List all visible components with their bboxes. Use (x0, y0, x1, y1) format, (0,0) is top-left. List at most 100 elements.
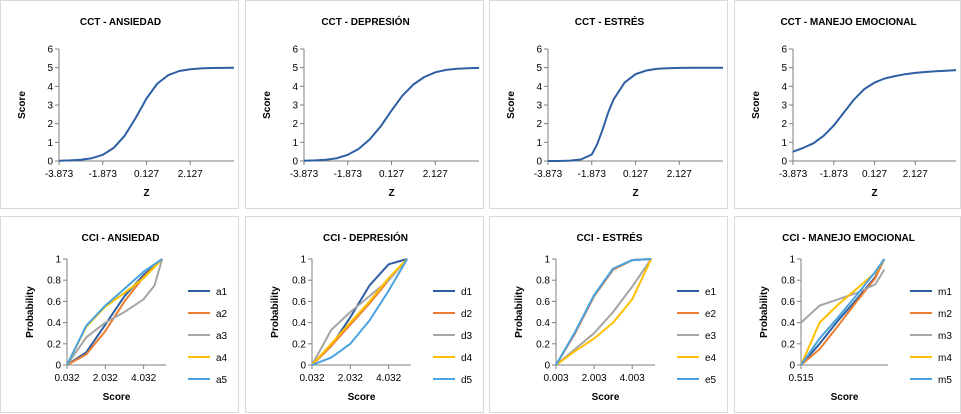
y-axis-label: Probability (514, 286, 525, 338)
x-tick-label: 4.032 (131, 373, 156, 384)
y-tick-label: 1 (47, 138, 53, 149)
legend-label: e1 (705, 287, 717, 298)
chart-panel: CCT - ANSIEDAD 0 1 2 3 4 5 6 -3.873 -1.873 0.127 2.… (0, 0, 239, 209)
series-line (555, 258, 652, 366)
legend-label: m4 (938, 353, 952, 364)
y-tick-label: 0 (544, 361, 550, 372)
y-tick-label: 6 (47, 45, 53, 56)
x-axis-label: Z (388, 188, 394, 199)
x-tick-label: -3.873 (45, 169, 74, 180)
series-line (66, 258, 163, 366)
legend-label: e5 (705, 375, 717, 386)
y-tick-label: 1 (55, 255, 61, 266)
x-tick-label: 0.127 (379, 169, 404, 180)
y-tick-label: 1 (789, 255, 795, 266)
legend-label: d1 (461, 287, 473, 298)
x-tick-label: -1.873 (820, 169, 849, 180)
y-tick-label: 5 (292, 63, 298, 74)
x-tick-label: 2.127 (667, 169, 692, 180)
chart-title: CCT - ESTRÉS (575, 15, 645, 28)
legend-label: m5 (938, 375, 952, 386)
y-tick-label: 3 (781, 101, 787, 112)
legend-label: d4 (461, 353, 473, 364)
x-axis-label: Score (592, 392, 620, 403)
chart-title: CCT - MANEJO EMOCIONAL (780, 17, 916, 28)
y-tick-label: 6 (536, 45, 542, 56)
chart-title: CCI - DEPRESIÓN (323, 231, 408, 244)
chart-panel: CCI - ESTRÉS 0 0.2 0.4 0.6 0.8 1 0.003 2.003 4.00… (489, 216, 728, 413)
x-axis-label: Score (831, 392, 859, 403)
y-tick-label: 0.6 (781, 297, 795, 308)
legend-label: m2 (938, 309, 952, 320)
y-tick-label: 6 (781, 45, 787, 56)
legend-label: m3 (938, 331, 952, 342)
chart-svg: CCI - MANEJO EMOCIONAL 0 0.2 0.4 0.6 0.8 1 0.51… (759, 233, 952, 403)
y-tick-label: 0.4 (536, 318, 550, 329)
chart-svg: CCI - ESTRÉS 0 0.2 0.4 0.6 0.8 1 0.003 2.003 4.00… (514, 231, 717, 403)
y-axis-label: Score (751, 91, 762, 119)
x-tick-label: -3.873 (779, 169, 808, 180)
y-tick-label: 0.4 (292, 318, 306, 329)
y-tick-label: 0.4 (47, 318, 61, 329)
y-tick-label: 0 (47, 157, 53, 168)
y-tick-label: 0.8 (781, 276, 795, 287)
series-line (555, 258, 653, 366)
chart-svg: CCT - DEPRESIÓN 0 1 2 3 4 5 6 -3.873 -1.873 0.127 2… (262, 15, 480, 199)
series-line (555, 258, 653, 366)
y-tick-label: 1 (536, 138, 542, 149)
chart-svg: CCT - MANEJO EMOCIONAL 0 1 2 3 4 5 6 -3.873 -1.87… (751, 17, 957, 199)
x-tick-label: 0.515 (788, 373, 813, 384)
y-tick-label: 2 (292, 119, 298, 130)
y-tick-label: 4 (47, 82, 53, 93)
chart-title: CCT - DEPRESIÓN (321, 15, 409, 28)
x-tick-label: 4.003 (620, 373, 645, 384)
x-tick-label: 2.003 (582, 373, 607, 384)
chart-svg: CCI - DEPRESIÓN 0 0.2 0.4 0.6 0.8 1 0.032 2.032 4… (270, 231, 473, 403)
x-axis-label: Z (143, 188, 149, 199)
chart-panel: CCT - DEPRESIÓN 0 1 2 3 4 5 6 -3.873 -1.873 0.127 2… (245, 0, 484, 209)
x-tick-label: 0.032 (54, 373, 79, 384)
x-tick-label: 0.127 (134, 169, 159, 180)
y-tick-label: 0.2 (292, 339, 306, 350)
series-line (311, 258, 408, 366)
series-line (311, 258, 409, 366)
y-tick-label: 5 (536, 63, 542, 74)
x-tick-label: 0.127 (862, 169, 887, 180)
x-axis-label: Score (348, 392, 376, 403)
x-tick-label: -3.873 (290, 169, 319, 180)
legend-label: a3 (216, 331, 228, 342)
y-tick-label: 6 (292, 45, 298, 56)
y-tick-label: 0.8 (536, 276, 550, 287)
series-line (555, 258, 652, 366)
chart-panel: CCI - ANSIEDAD 0 0.2 0.4 0.6 0.8 1 0.032 2.032 4.… (0, 216, 239, 413)
x-tick-label: -1.873 (89, 169, 118, 180)
chart-svg: CCT - ESTRÉS 0 1 2 3 4 5 6 -3.873 -1.873 0.127 2.12… (506, 15, 723, 199)
y-tick-label: 4 (781, 82, 787, 93)
y-tick-label: 3 (536, 101, 542, 112)
x-tick-label: 2.032 (93, 373, 118, 384)
chart-svg: CCI - ANSIEDAD 0 0.2 0.4 0.6 0.8 1 0.032 2.032 4.… (25, 233, 228, 403)
y-tick-label: 0.2 (781, 339, 795, 350)
chart-panel: CCI - DEPRESIÓN 0 0.2 0.4 0.6 0.8 1 0.032 2.032 4… (245, 216, 484, 413)
series-line (555, 258, 652, 366)
series-line (303, 66, 480, 162)
y-tick-label: 0 (55, 361, 61, 372)
y-axis-label: Probability (270, 286, 281, 338)
y-axis-label: Probability (759, 286, 770, 338)
y-axis-label: Score (17, 91, 28, 119)
legend-label: a5 (216, 375, 228, 386)
y-tick-label: 5 (47, 63, 53, 74)
x-tick-label: 0.032 (299, 373, 324, 384)
y-tick-label: 0.8 (47, 276, 61, 287)
legend-label: e3 (705, 331, 717, 342)
y-axis-label: Score (262, 91, 273, 119)
x-tick-label: -1.873 (578, 169, 607, 180)
legend-label: e2 (705, 309, 717, 320)
series-line (66, 258, 164, 366)
chart-panel: CCT - MANEJO EMOCIONAL 0 1 2 3 4 5 6 -3.873 -1.87… (734, 0, 961, 209)
series-line (311, 258, 408, 366)
y-tick-label: 5 (781, 63, 787, 74)
x-axis-label: Z (871, 188, 877, 199)
x-tick-label: 2.032 (338, 373, 363, 384)
